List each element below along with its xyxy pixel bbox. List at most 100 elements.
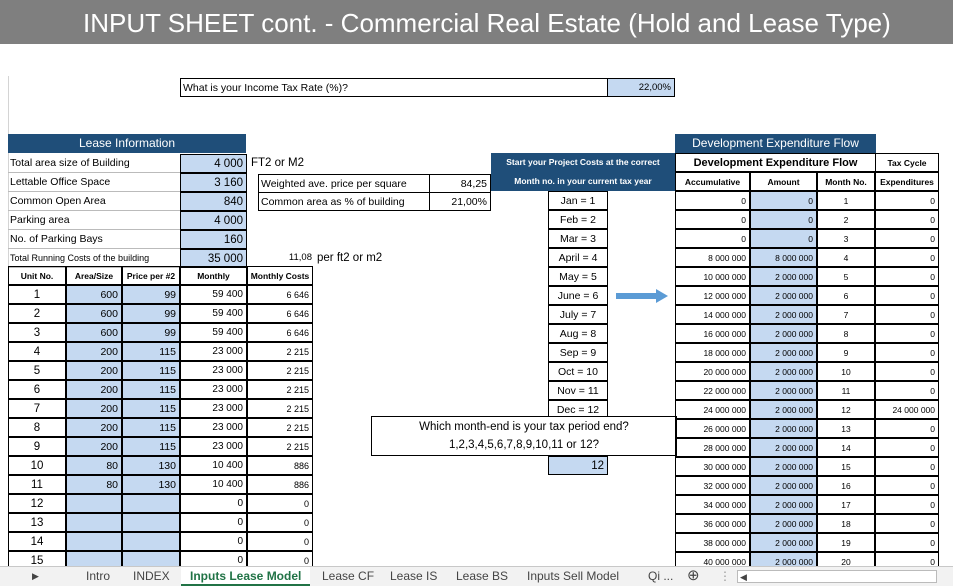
month-option: July = 7 (548, 305, 608, 324)
dev-cell[interactable]: 0 (750, 210, 817, 229)
dev-cell[interactable]: 2 000 000 (750, 362, 817, 381)
unit-number: 7 (8, 399, 66, 418)
dev-cell[interactable]: 2 000 000 (750, 533, 817, 552)
dev-cell: 7 (817, 305, 875, 324)
dev-cell[interactable]: 2 000 000 (750, 381, 817, 400)
dev-cell: 34 000 000 (675, 495, 750, 514)
per-unit-label: per ft2 or m2 (317, 252, 383, 264)
dev-cell: 19 (817, 533, 875, 552)
unit-cell[interactable]: 200 (66, 342, 122, 361)
unit-cell[interactable]: 99 (122, 285, 180, 304)
unit-number: 12 (8, 494, 66, 513)
month-option: Mar = 3 (548, 229, 608, 248)
dev-cell: 1 (817, 191, 875, 210)
tab-lease-is[interactable]: Lease IS (390, 569, 438, 583)
unit-cell[interactable] (122, 513, 180, 532)
lease-row-input[interactable]: 840 (180, 192, 247, 211)
dev-cell[interactable]: 8 000 000 (750, 248, 817, 267)
unit-cell[interactable]: 600 (66, 323, 122, 342)
unit-cell[interactable]: 600 (66, 285, 122, 304)
unit-cell[interactable]: 130 (122, 456, 180, 475)
dev-cell[interactable]: 2 000 000 (750, 305, 817, 324)
dev-cell[interactable]: 0 (750, 191, 817, 210)
unit-cell: 2 215 (247, 342, 313, 361)
tab-inputs-lease-model[interactable]: Inputs Lease Model (181, 567, 311, 586)
unit-cell[interactable] (66, 513, 122, 532)
unit-cell[interactable]: 200 (66, 361, 122, 380)
tab-inputs-sell-model[interactable]: Inputs Sell Model (527, 569, 620, 583)
unit-cell[interactable]: 115 (122, 361, 180, 380)
unit-cell[interactable]: 115 (122, 437, 180, 456)
unit-cell[interactable] (122, 494, 180, 513)
dev-cell[interactable]: 2 000 000 (750, 286, 817, 305)
dev-cell[interactable]: 2 000 000 (750, 267, 817, 286)
unit-cell[interactable]: 600 (66, 304, 122, 323)
unit-cell[interactable]: 99 (122, 304, 180, 323)
lease-row-input[interactable]: 35 000 (180, 249, 247, 268)
unit-cell[interactable] (122, 532, 180, 551)
dev-cell[interactable]: 2 000 000 (750, 495, 817, 514)
unit-cell: 10 400 (180, 475, 247, 494)
tab-lease-bs[interactable]: Lease BS (456, 569, 509, 583)
tab-lease-cf[interactable]: Lease CF (322, 569, 375, 583)
lease-row-label: No. of Parking Bays (8, 230, 180, 249)
dev-cell[interactable]: 2 000 000 (750, 476, 817, 495)
dev-cell[interactable]: 2 000 000 (750, 324, 817, 343)
unit-cell[interactable] (66, 494, 122, 513)
dev-cell: 5 (817, 267, 875, 286)
unit-cell[interactable]: 200 (66, 380, 122, 399)
unit-cell[interactable]: 80 (66, 475, 122, 494)
dev-cell[interactable]: 0 (750, 229, 817, 248)
dev-cell: 20 000 000 (675, 362, 750, 381)
unit-cell[interactable]: 200 (66, 399, 122, 418)
tab-intro[interactable]: Intro (86, 569, 111, 583)
dev-cell: 6 (817, 286, 875, 305)
plus-circle-icon[interactable]: ⊕ (687, 567, 700, 584)
unit-cell[interactable]: 115 (122, 342, 180, 361)
dev-cell: 14 000 000 (675, 305, 750, 324)
unit-cell: 59 400 (180, 323, 247, 342)
weighted-price-value: 84,25 (429, 174, 491, 193)
lease-row-input[interactable]: 160 (180, 230, 247, 249)
right-arrow-icon (616, 289, 668, 303)
dev-cell[interactable]: 2 000 000 (750, 514, 817, 533)
dev-cell: 9 (817, 343, 875, 362)
dev-cell: 0 (875, 381, 939, 400)
lease-row-input[interactable]: 4 000 (180, 154, 247, 173)
unit-cell[interactable]: 115 (122, 399, 180, 418)
unit-cell[interactable]: 200 (66, 418, 122, 437)
scroll-left-icon[interactable]: ◀ (740, 572, 747, 582)
tab-index[interactable]: INDEX (133, 569, 170, 583)
dev-cell: 13 (817, 419, 875, 438)
dev-cell: 0 (875, 495, 939, 514)
tax-rate-input[interactable]: 22,00% (607, 78, 675, 97)
tab-qi[interactable]: Qi ... (648, 569, 674, 583)
unit-cell[interactable]: 115 (122, 418, 180, 437)
dev-cell[interactable]: 2 000 000 (750, 457, 817, 476)
unit-number: 13 (8, 513, 66, 532)
unit-cell[interactable]: 115 (122, 380, 180, 399)
lease-row-label: Common Open Area (8, 192, 180, 211)
unit-number: 8 (8, 418, 66, 437)
dev-cell: 10 (817, 362, 875, 381)
triangle-right-icon[interactable]: ▶ (32, 571, 39, 581)
lease-row-input[interactable]: 3 160 (180, 173, 247, 192)
unit-cell: 886 (247, 456, 313, 475)
horizontal-scrollbar[interactable] (737, 570, 937, 583)
unit-cell[interactable]: 200 (66, 437, 122, 456)
lease-row-input[interactable]: 4 000 (180, 211, 247, 230)
dev-cell: 4 (817, 248, 875, 267)
tax-period-answer-input[interactable]: 12 (548, 456, 608, 475)
unit-cell[interactable] (66, 532, 122, 551)
unit-cell[interactable]: 99 (122, 323, 180, 342)
unit-cell[interactable]: 130 (122, 475, 180, 494)
dev-cell: 18 000 000 (675, 343, 750, 362)
weighted-price-label: Weighted ave. price per square (258, 174, 430, 193)
dev-cell[interactable]: 2 000 000 (750, 343, 817, 362)
dev-cell: 8 000 000 (675, 248, 750, 267)
dev-cell[interactable]: 2 000 000 (750, 438, 817, 457)
dev-cell[interactable]: 2 000 000 (750, 400, 817, 419)
dev-cell[interactable]: 2 000 000 (750, 419, 817, 438)
unit-cell[interactable]: 80 (66, 456, 122, 475)
dev-col-header: Expenditures (875, 172, 939, 191)
